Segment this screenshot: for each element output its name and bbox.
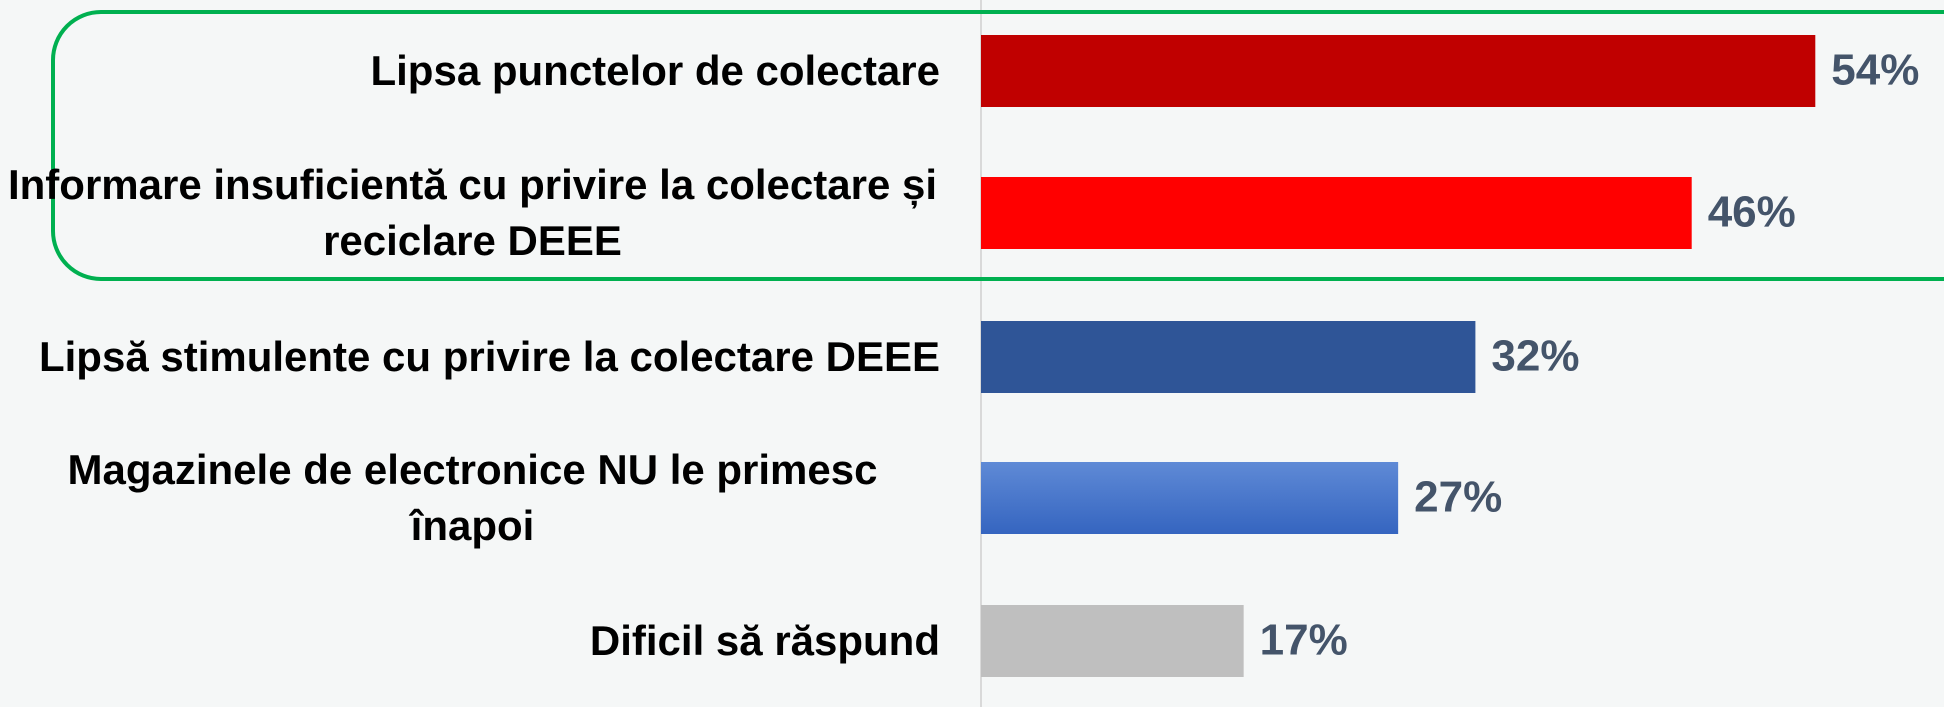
category-label: Informare insuficientă cu privire la col…: [7, 161, 938, 264]
value-label: 46%: [1708, 188, 1796, 237]
bar: [981, 321, 1476, 393]
category-label: Dificil să răspund: [589, 617, 940, 664]
bar: [981, 462, 1399, 534]
category-label-box: Lipsă stimulente cu privire la colectare…: [5, 287, 940, 427]
value-label: 32%: [1491, 332, 1579, 381]
bar: [981, 35, 1816, 107]
category-label: Lipsă stimulente cu privire la colectare…: [38, 333, 940, 380]
value-label: 17%: [1260, 616, 1348, 665]
bar: [981, 177, 1692, 249]
category-label-box: Informare insuficientă cu privire la col…: [5, 143, 940, 283]
category-label-box: Dificil să răspund: [5, 571, 940, 707]
highlight-box: [51, 10, 1944, 281]
category-label-box: Magazinele de electronice NU le primesc …: [5, 428, 940, 568]
bar: [981, 605, 1244, 677]
value-label: 54%: [1831, 46, 1919, 95]
category-label: Lipsa punctelor de colectare: [370, 47, 940, 94]
category-label: Magazinele de electronice NU le primesc …: [67, 446, 878, 549]
value-label: 27%: [1414, 473, 1502, 522]
category-label-box: Lipsa punctelor de colectare: [5, 1, 940, 141]
